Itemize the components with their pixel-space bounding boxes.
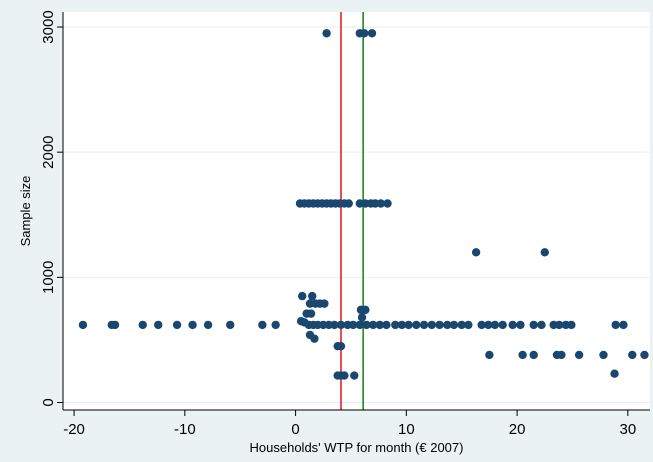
data-point bbox=[375, 320, 384, 330]
data-point bbox=[330, 320, 339, 330]
data-point bbox=[138, 320, 147, 330]
data-point bbox=[412, 320, 421, 330]
data-point bbox=[344, 199, 353, 208]
data-point bbox=[599, 350, 608, 360]
data-point bbox=[355, 320, 365, 330]
data-point bbox=[427, 320, 437, 330]
data-point bbox=[628, 350, 637, 360]
data-point bbox=[383, 199, 392, 208]
data-point bbox=[110, 320, 120, 330]
y-tick-label: 1000 bbox=[40, 261, 57, 294]
x-tick-label: 30 bbox=[620, 421, 637, 438]
data-point bbox=[258, 320, 267, 330]
data-point bbox=[554, 320, 564, 330]
y-tick-label: 2000 bbox=[40, 135, 57, 168]
data-point bbox=[484, 320, 493, 330]
axes: -20 -10 0 10 20 30 0 1000 2000 3000 bbox=[40, 10, 650, 438]
data-point bbox=[78, 320, 88, 330]
data-point bbox=[361, 305, 370, 315]
data-point bbox=[226, 320, 235, 330]
data-point bbox=[348, 320, 358, 330]
data-point bbox=[306, 309, 316, 318]
data-point bbox=[357, 313, 367, 322]
data-point bbox=[336, 341, 346, 351]
data-point bbox=[471, 248, 481, 257]
data-point bbox=[154, 320, 163, 330]
data-point bbox=[382, 320, 391, 330]
data-point bbox=[557, 350, 566, 360]
data-point bbox=[435, 320, 444, 330]
data-point bbox=[310, 334, 319, 343]
data-point bbox=[336, 320, 346, 330]
data-point bbox=[298, 291, 307, 301]
data-point bbox=[368, 320, 378, 330]
data-point bbox=[360, 29, 369, 38]
data-point bbox=[529, 320, 538, 330]
gridlines bbox=[63, 26, 650, 403]
data-point bbox=[508, 320, 517, 330]
data-point bbox=[271, 320, 280, 330]
data-point bbox=[537, 320, 546, 330]
data-point bbox=[203, 320, 213, 330]
data-point bbox=[477, 320, 486, 330]
x-tick-label: -20 bbox=[63, 421, 85, 438]
data-point bbox=[490, 320, 500, 330]
x-tick-label: 0 bbox=[291, 421, 299, 438]
x-axis-label: Households' WTP for month (€ 2007) bbox=[250, 440, 464, 455]
data-point bbox=[464, 320, 473, 330]
data-point bbox=[350, 371, 359, 380]
data-point bbox=[619, 320, 628, 330]
data-point bbox=[443, 320, 452, 330]
data-point bbox=[362, 320, 371, 330]
data-point bbox=[307, 291, 317, 301]
data-point bbox=[188, 320, 197, 330]
y-tick-label: 0 bbox=[40, 398, 57, 406]
data-point bbox=[391, 320, 400, 330]
data-point bbox=[172, 320, 182, 330]
data-point bbox=[567, 320, 576, 330]
data-point bbox=[449, 320, 459, 330]
x-tick-label: 20 bbox=[509, 421, 526, 438]
data-point bbox=[516, 320, 525, 330]
data-point bbox=[574, 350, 584, 360]
x-tick-label: -10 bbox=[174, 421, 196, 438]
data-point bbox=[397, 320, 407, 330]
plot-area bbox=[63, 12, 650, 410]
data-point bbox=[340, 371, 349, 380]
x-tick-label: 10 bbox=[398, 421, 415, 438]
y-axis-label: Sample size bbox=[18, 176, 33, 247]
data-points bbox=[78, 29, 649, 380]
data-point bbox=[376, 199, 386, 208]
y-tick-label: 3000 bbox=[40, 10, 57, 43]
data-point bbox=[457, 320, 466, 330]
data-point bbox=[419, 320, 429, 330]
data-point bbox=[611, 320, 620, 330]
data-point bbox=[610, 369, 619, 378]
data-point bbox=[367, 29, 377, 38]
data-point bbox=[540, 248, 549, 257]
data-point bbox=[404, 320, 413, 330]
data-point bbox=[320, 299, 329, 308]
data-point bbox=[498, 320, 507, 330]
data-point bbox=[640, 350, 649, 360]
data-point bbox=[518, 350, 527, 360]
data-point bbox=[322, 29, 331, 38]
data-point bbox=[529, 350, 538, 360]
data-point bbox=[485, 350, 494, 360]
